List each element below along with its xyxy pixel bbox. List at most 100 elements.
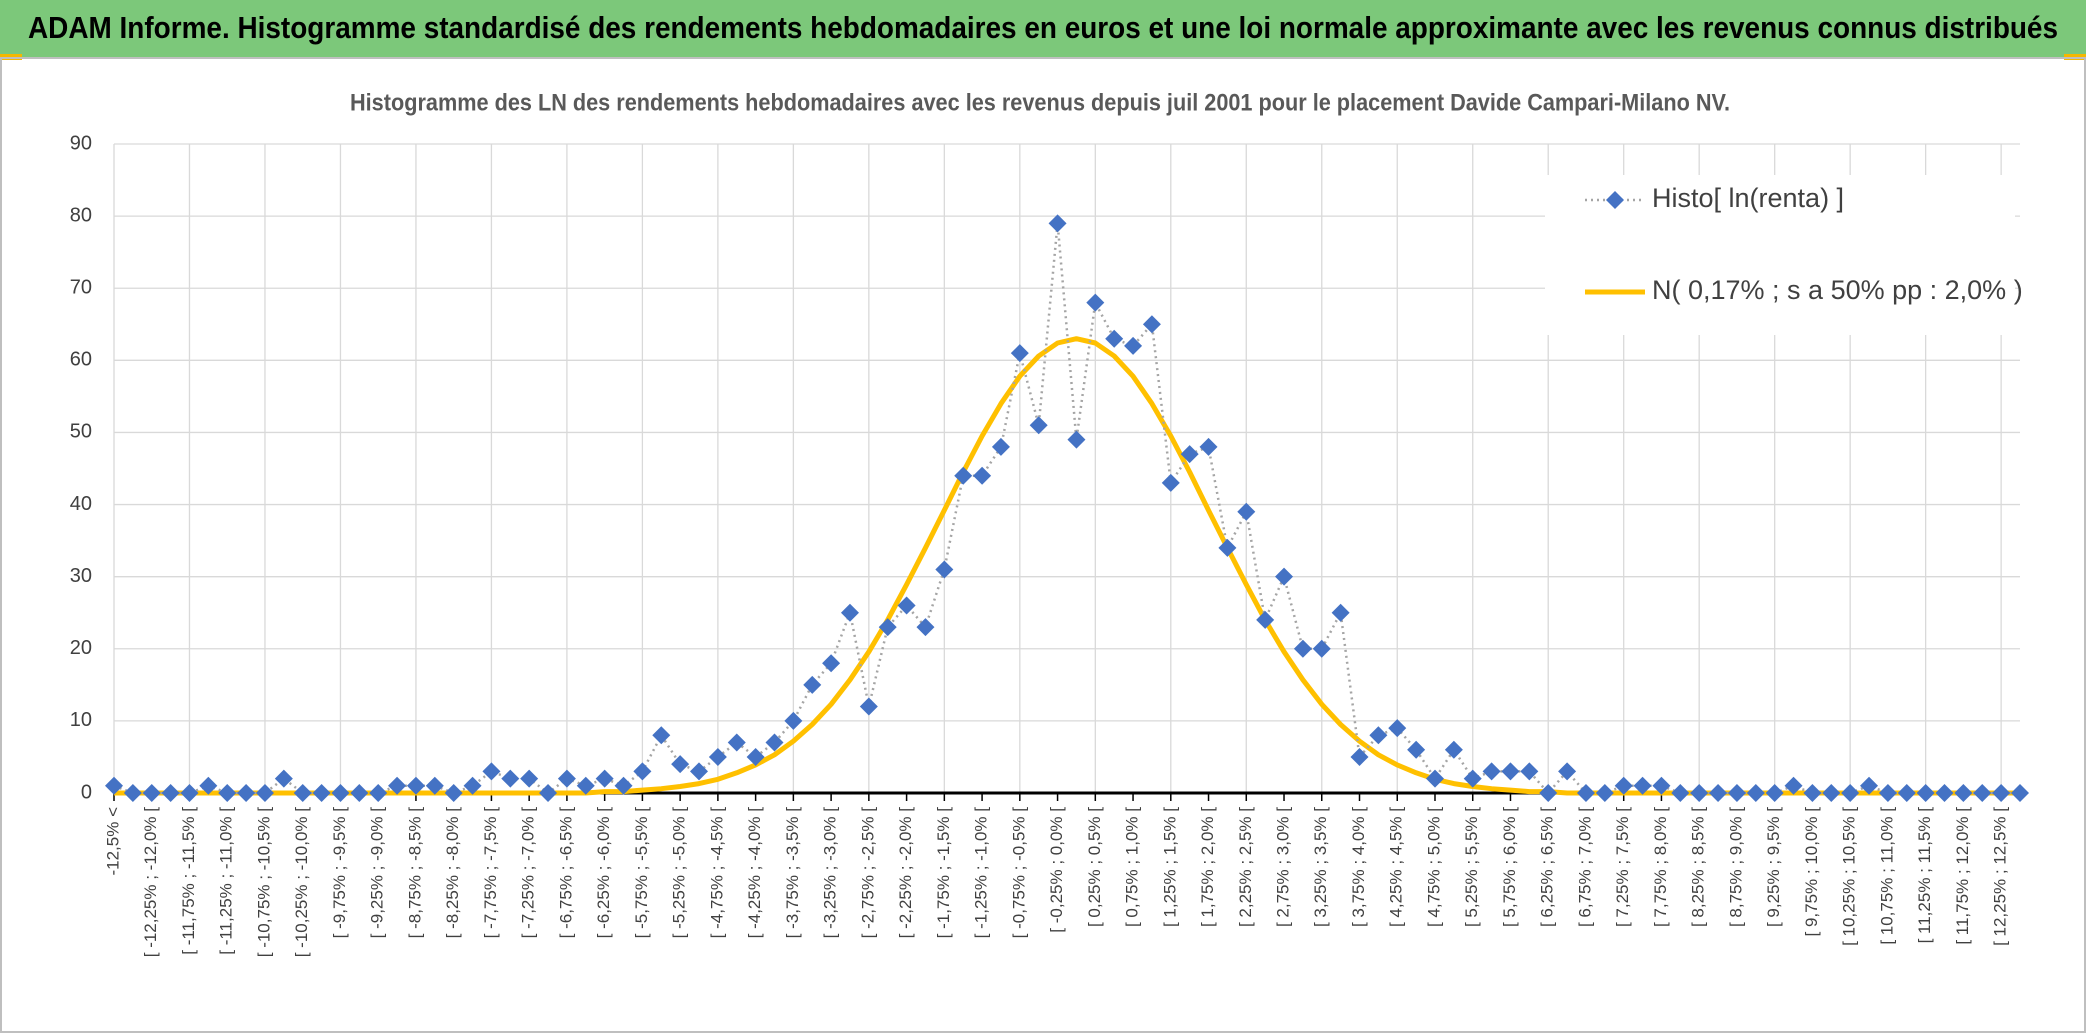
- data-point: [1633, 776, 1652, 795]
- data-point: [1105, 329, 1124, 348]
- x-tick-label: [ 10,75% ; 11,0% [: [1877, 807, 1896, 945]
- data-point: [1369, 726, 1388, 745]
- data-point: [1029, 416, 1048, 435]
- y-tick-label: 10: [70, 709, 92, 731]
- data-point: [1048, 214, 1067, 233]
- data-point: [1935, 784, 1954, 802]
- data-point: [1067, 430, 1086, 449]
- data-point: [973, 466, 992, 485]
- data-point: [1746, 784, 1765, 802]
- data-point: [916, 618, 935, 637]
- data-point: [1275, 567, 1294, 586]
- x-tick-label: [ 0,25% ; 0,5% [: [1085, 807, 1104, 927]
- x-tick-label: [ -3,25% ; -3,0% [: [821, 807, 840, 939]
- data-point: [614, 776, 633, 795]
- data-point: [765, 733, 784, 752]
- x-tick-label: [ -0,25% ; 0,0% [: [1047, 807, 1066, 933]
- data-point: [218, 784, 237, 802]
- data-point: [1407, 740, 1426, 759]
- x-tick-label: [ 11,25% ; 11,5% [: [1915, 807, 1934, 944]
- data-point: [520, 769, 539, 788]
- data-point: [633, 762, 652, 781]
- x-tick-label: [ 11,75% ; 12,0% [: [1953, 807, 1972, 945]
- data-point: [1180, 445, 1199, 464]
- data-point: [1539, 784, 1558, 802]
- x-tick-label: [ 1,25% ; 1,5% [: [1160, 807, 1179, 927]
- data-point: [1803, 784, 1822, 802]
- data-point: [1331, 603, 1350, 622]
- header-band: [0, 0, 2086, 58]
- data-point: [576, 776, 595, 795]
- data-point: [1916, 784, 1935, 802]
- data-point: [784, 711, 803, 730]
- x-tick-label: [ -7,25% ; -7,0% [: [519, 807, 538, 939]
- data-point: [255, 784, 274, 802]
- data-point: [840, 603, 859, 622]
- data-point: [369, 784, 388, 802]
- data-point: [142, 784, 161, 802]
- x-tick-label: [ 7,25% ; 7,5% [: [1613, 807, 1632, 927]
- data-point: [1614, 776, 1633, 795]
- x-tick-label: [ -10,25% ; -10,0% [: [292, 807, 311, 958]
- data-point: [1671, 784, 1690, 802]
- data-point: [954, 466, 973, 485]
- x-tick-label: [ -8,75% ; -8,5% [: [405, 807, 424, 939]
- data-point: [199, 776, 218, 795]
- data-point: [501, 769, 520, 788]
- x-tick-label: [ -11,75% ; -11,5% [: [179, 807, 198, 955]
- data-point: [746, 747, 765, 766]
- data-point: [690, 762, 709, 781]
- data-point: [878, 618, 897, 637]
- data-point: [557, 769, 576, 788]
- x-tick-label: [ -1,75% ; -1,5% [: [934, 807, 953, 939]
- x-tick-label: [ -12,25% ; -12,0% [: [141, 807, 160, 958]
- data-point: [293, 784, 312, 802]
- data-point: [1954, 784, 1973, 802]
- data-point: [1822, 784, 1841, 802]
- y-tick-label: 50: [70, 421, 92, 443]
- data-point: [1501, 762, 1520, 781]
- data-point: [350, 784, 369, 802]
- y-tick-label: 30: [70, 565, 92, 587]
- data-point: [897, 596, 916, 615]
- data-point: [1444, 740, 1463, 759]
- data-point: [595, 769, 614, 788]
- data-point: [1425, 769, 1444, 788]
- x-tick-label: [ 9,25% ; 9,5% [: [1764, 807, 1783, 927]
- x-tick-label: [ -7,75% ; -7,5% [: [481, 807, 500, 939]
- data-point: [444, 784, 463, 802]
- data-point: [708, 747, 727, 766]
- data-point: [1463, 769, 1482, 788]
- x-tick-label: [ 12,25% ; 12,5% [: [1991, 807, 2010, 946]
- data-point: [1897, 784, 1916, 802]
- x-tick-label: [ 7,75% ; 8,0% [: [1651, 807, 1670, 927]
- data-point: [1860, 776, 1879, 795]
- data-point: [1973, 784, 1992, 802]
- x-tick-label: [ -5,25% ; -5,0% [: [670, 807, 689, 939]
- data-point: [123, 784, 142, 802]
- data-point: [1709, 784, 1728, 802]
- data-point: [1727, 784, 1746, 802]
- x-tick-label: [ 5,25% ; 5,5% [: [1462, 807, 1481, 927]
- data-point: [105, 776, 123, 795]
- data-point: [180, 784, 199, 802]
- data-point: [1312, 639, 1331, 658]
- y-tick-label: 90: [70, 132, 92, 154]
- x-tick-label: [ -9,75% ; -9,5% [: [330, 807, 349, 939]
- x-tick-label: [ 2,25% ; 2,5% [: [1236, 807, 1255, 927]
- x-tick-label: [ -10,75% ; -10,5% [: [254, 807, 273, 958]
- x-tick-label: [ -11,25% ; -11,0% [: [217, 807, 236, 955]
- data-point: [1218, 538, 1237, 557]
- x-tick-label: [ -2,25% ; -2,0% [: [896, 807, 915, 939]
- data-point: [991, 437, 1010, 456]
- x-tick-label: [ -8,25% ; -8,0% [: [443, 807, 462, 939]
- data-point: [237, 784, 256, 802]
- data-point: [388, 776, 407, 795]
- data-point: [1388, 719, 1407, 738]
- legend-box: [1545, 175, 2015, 335]
- data-point: [406, 776, 425, 795]
- x-tick-label: [ -5,75% ; -5,5% [: [632, 807, 651, 939]
- x-tick-label: [ 1,75% ; 2,0% [: [1198, 807, 1217, 927]
- x-tick-label: [ 4,25% ; 4,5% [: [1387, 807, 1406, 927]
- data-point: [331, 784, 350, 802]
